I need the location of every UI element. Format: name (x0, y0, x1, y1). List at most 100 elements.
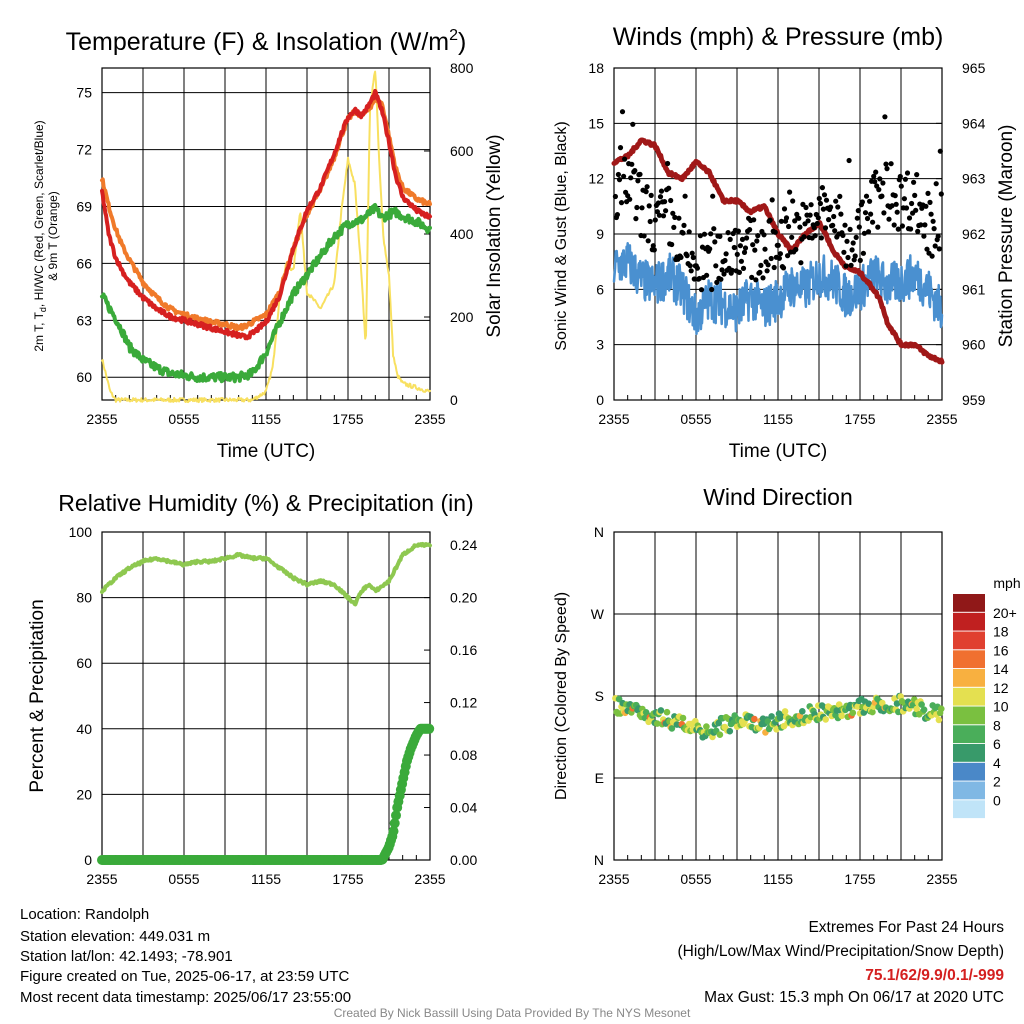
gust-point (803, 204, 809, 211)
x-tick-label: 0555 (168, 871, 199, 887)
gust-point (863, 193, 870, 199)
gust-point (637, 171, 643, 177)
x-tick-label: 1755 (844, 411, 875, 427)
gust-point (771, 264, 777, 271)
gust-point (707, 246, 713, 252)
direction-point (715, 719, 722, 727)
gust-point (744, 235, 750, 241)
gust-point (670, 210, 676, 216)
gust-point (783, 215, 790, 221)
gust-point (680, 230, 686, 236)
gust-point (666, 185, 672, 191)
colorbar-swatch (953, 781, 985, 800)
gust-point (888, 161, 894, 167)
gust-point (876, 187, 882, 193)
gust-point (647, 218, 653, 225)
colorbar-label: 20+ (993, 605, 1017, 621)
winds-ylabel: Sonic Wind & Gust (Blue, Black) (553, 121, 570, 350)
colorbar-swatch (953, 744, 985, 762)
y-tick-label: 80 (76, 590, 92, 606)
colorbar-label: 2 (993, 774, 1001, 790)
gust-point (747, 227, 753, 233)
y-tick-label: N (594, 852, 604, 868)
gust-point (821, 192, 828, 198)
colorbar-label: 16 (993, 642, 1009, 658)
gust-point (857, 257, 863, 263)
gust-point (812, 233, 818, 239)
gust-point (650, 243, 656, 249)
y2-tick-label: 800 (450, 60, 474, 76)
info-latlon: Station lat/lon: 42.1493; -78.901 (20, 948, 233, 965)
gust-point (660, 213, 667, 219)
colorbar-swatch (953, 800, 985, 819)
gust-point (688, 268, 694, 274)
gust-point (796, 215, 802, 221)
gust-point (635, 178, 641, 184)
x-tick-label: 1155 (251, 871, 281, 887)
dewpoint-line (100, 203, 432, 384)
gust-point (648, 192, 654, 198)
gust-point (769, 197, 775, 203)
gust-point (690, 254, 696, 261)
temperature-y2label: Solar Insolation (Yellow) (484, 134, 505, 337)
x-tick-label: 2355 (414, 411, 445, 427)
gust-point (757, 269, 763, 275)
gust-point (928, 211, 934, 217)
gust-point (781, 206, 788, 212)
gust-point (930, 218, 936, 224)
gust-point (622, 156, 628, 162)
x-tick-label: 0555 (680, 871, 711, 887)
gust-point (879, 193, 885, 199)
direction-point (668, 725, 676, 732)
gust-point (777, 251, 784, 257)
gust-point (807, 212, 813, 218)
gust-point (684, 253, 690, 259)
colorbar-swatch (953, 725, 985, 744)
gust-point (738, 258, 745, 264)
info-created: Figure created on Tue, 2025-06-17, at 23… (20, 968, 350, 985)
gust-point (830, 222, 836, 228)
x-tick-label: 0555 (680, 411, 711, 427)
y2-tick-label: 964 (962, 115, 986, 131)
gust-point (694, 265, 701, 271)
gust-point (901, 196, 908, 202)
gust-point (725, 230, 731, 236)
gust-point (933, 181, 939, 187)
colorbar-swatch (953, 762, 985, 781)
gust-point (822, 225, 829, 231)
gust-point (840, 232, 846, 238)
gust-point (927, 199, 933, 205)
gust-point (632, 168, 638, 174)
gust-point (615, 171, 622, 178)
gust-point (922, 222, 928, 228)
extremes-max-gust: Max Gust: 15.3 mph On 06/17 at 2020 UTC (704, 989, 1004, 1006)
gust-point (814, 220, 820, 227)
gust-point (787, 189, 793, 195)
gust-point (641, 233, 647, 239)
gust-point (852, 253, 858, 259)
gust-point (912, 192, 918, 198)
gust-point (832, 228, 838, 234)
x-tick-label: 0555 (168, 411, 199, 427)
humidity-panel: Relative Humidity (%) & Precipitation (i… (27, 490, 477, 887)
direction-point (716, 731, 724, 738)
x-tick-label: 1755 (332, 871, 363, 887)
direction-point (860, 709, 868, 716)
gust-point (722, 257, 728, 264)
winds-title: Winds (mph) & Pressure (mb) (613, 23, 944, 51)
direction-point (663, 708, 671, 716)
y2-tick-label: 0.04 (450, 800, 477, 816)
x-tick-label: 2355 (926, 871, 957, 887)
gust-point (621, 173, 627, 179)
x-tick-label: 1755 (332, 411, 363, 427)
gust-point (678, 254, 684, 260)
gust-point (655, 200, 662, 206)
direction-point (838, 712, 845, 720)
humidity-ylabel: Percent & Precipitation (27, 599, 48, 792)
gust-point (719, 267, 725, 273)
gust-point (865, 229, 872, 235)
gust-point (903, 205, 910, 211)
y-tick-label: 75 (76, 85, 92, 101)
plot-frame (613, 67, 943, 401)
